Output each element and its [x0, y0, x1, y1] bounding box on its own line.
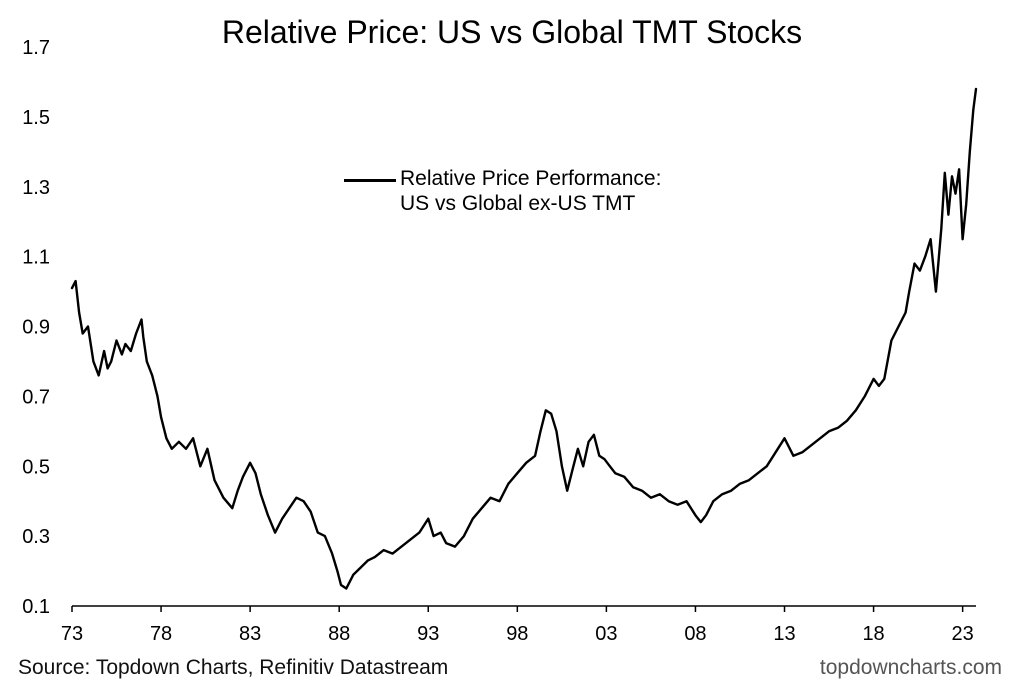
- legend-label: Relative Price Performance: US vs Global…: [400, 166, 661, 216]
- y-tick-label: 1.7: [22, 37, 50, 59]
- x-tick-label: 18: [862, 623, 884, 645]
- y-tick-label: 1.3: [22, 177, 50, 199]
- legend-label-line2: US vs Global ex-US TMT: [400, 192, 636, 215]
- chart-title: Relative Price: US vs Global TMT Stocks: [221, 14, 803, 50]
- brand-watermark: topdowncharts.com: [819, 656, 1002, 679]
- x-tick-label: 78: [150, 623, 172, 645]
- y-axis: 0.1 0.3 0.5 0.7 0.9 1.1 1.3 1.5 1.7: [22, 37, 50, 618]
- y-tick-label: 0.1: [22, 596, 50, 618]
- source-note: Source: Topdown Charts, Refinitiv Datast…: [18, 656, 449, 679]
- y-tick-label: 0.5: [22, 456, 50, 478]
- legend: Relative Price Performance: US vs Global…: [344, 166, 661, 216]
- legend-swatch: [344, 179, 396, 182]
- y-tick-label: 0.3: [22, 526, 50, 548]
- series-line: [70, 87, 978, 590]
- x-axis: 73 78 83 88 93 98 03 08 13 18 23: [61, 605, 976, 645]
- x-tick-label: 13: [773, 623, 795, 645]
- x-tick-label: 08: [684, 623, 706, 645]
- x-tick-label: 03: [595, 623, 617, 645]
- x-tick-label: 73: [61, 623, 83, 645]
- series-layer: [70, 87, 978, 590]
- y-tick-label: 1.1: [22, 247, 50, 269]
- x-tick-label: 83: [239, 623, 261, 645]
- y-tick-label: 1.5: [22, 107, 50, 129]
- y-tick-label: 0.7: [22, 386, 50, 408]
- x-tick-label: 93: [417, 623, 439, 645]
- legend-label-line1: Relative Price Performance:: [400, 167, 662, 190]
- x-tick-label: 98: [506, 623, 528, 645]
- x-tick-label: 23: [952, 623, 974, 645]
- x-tick-label: 88: [328, 623, 350, 645]
- y-tick-label: 0.9: [22, 317, 50, 339]
